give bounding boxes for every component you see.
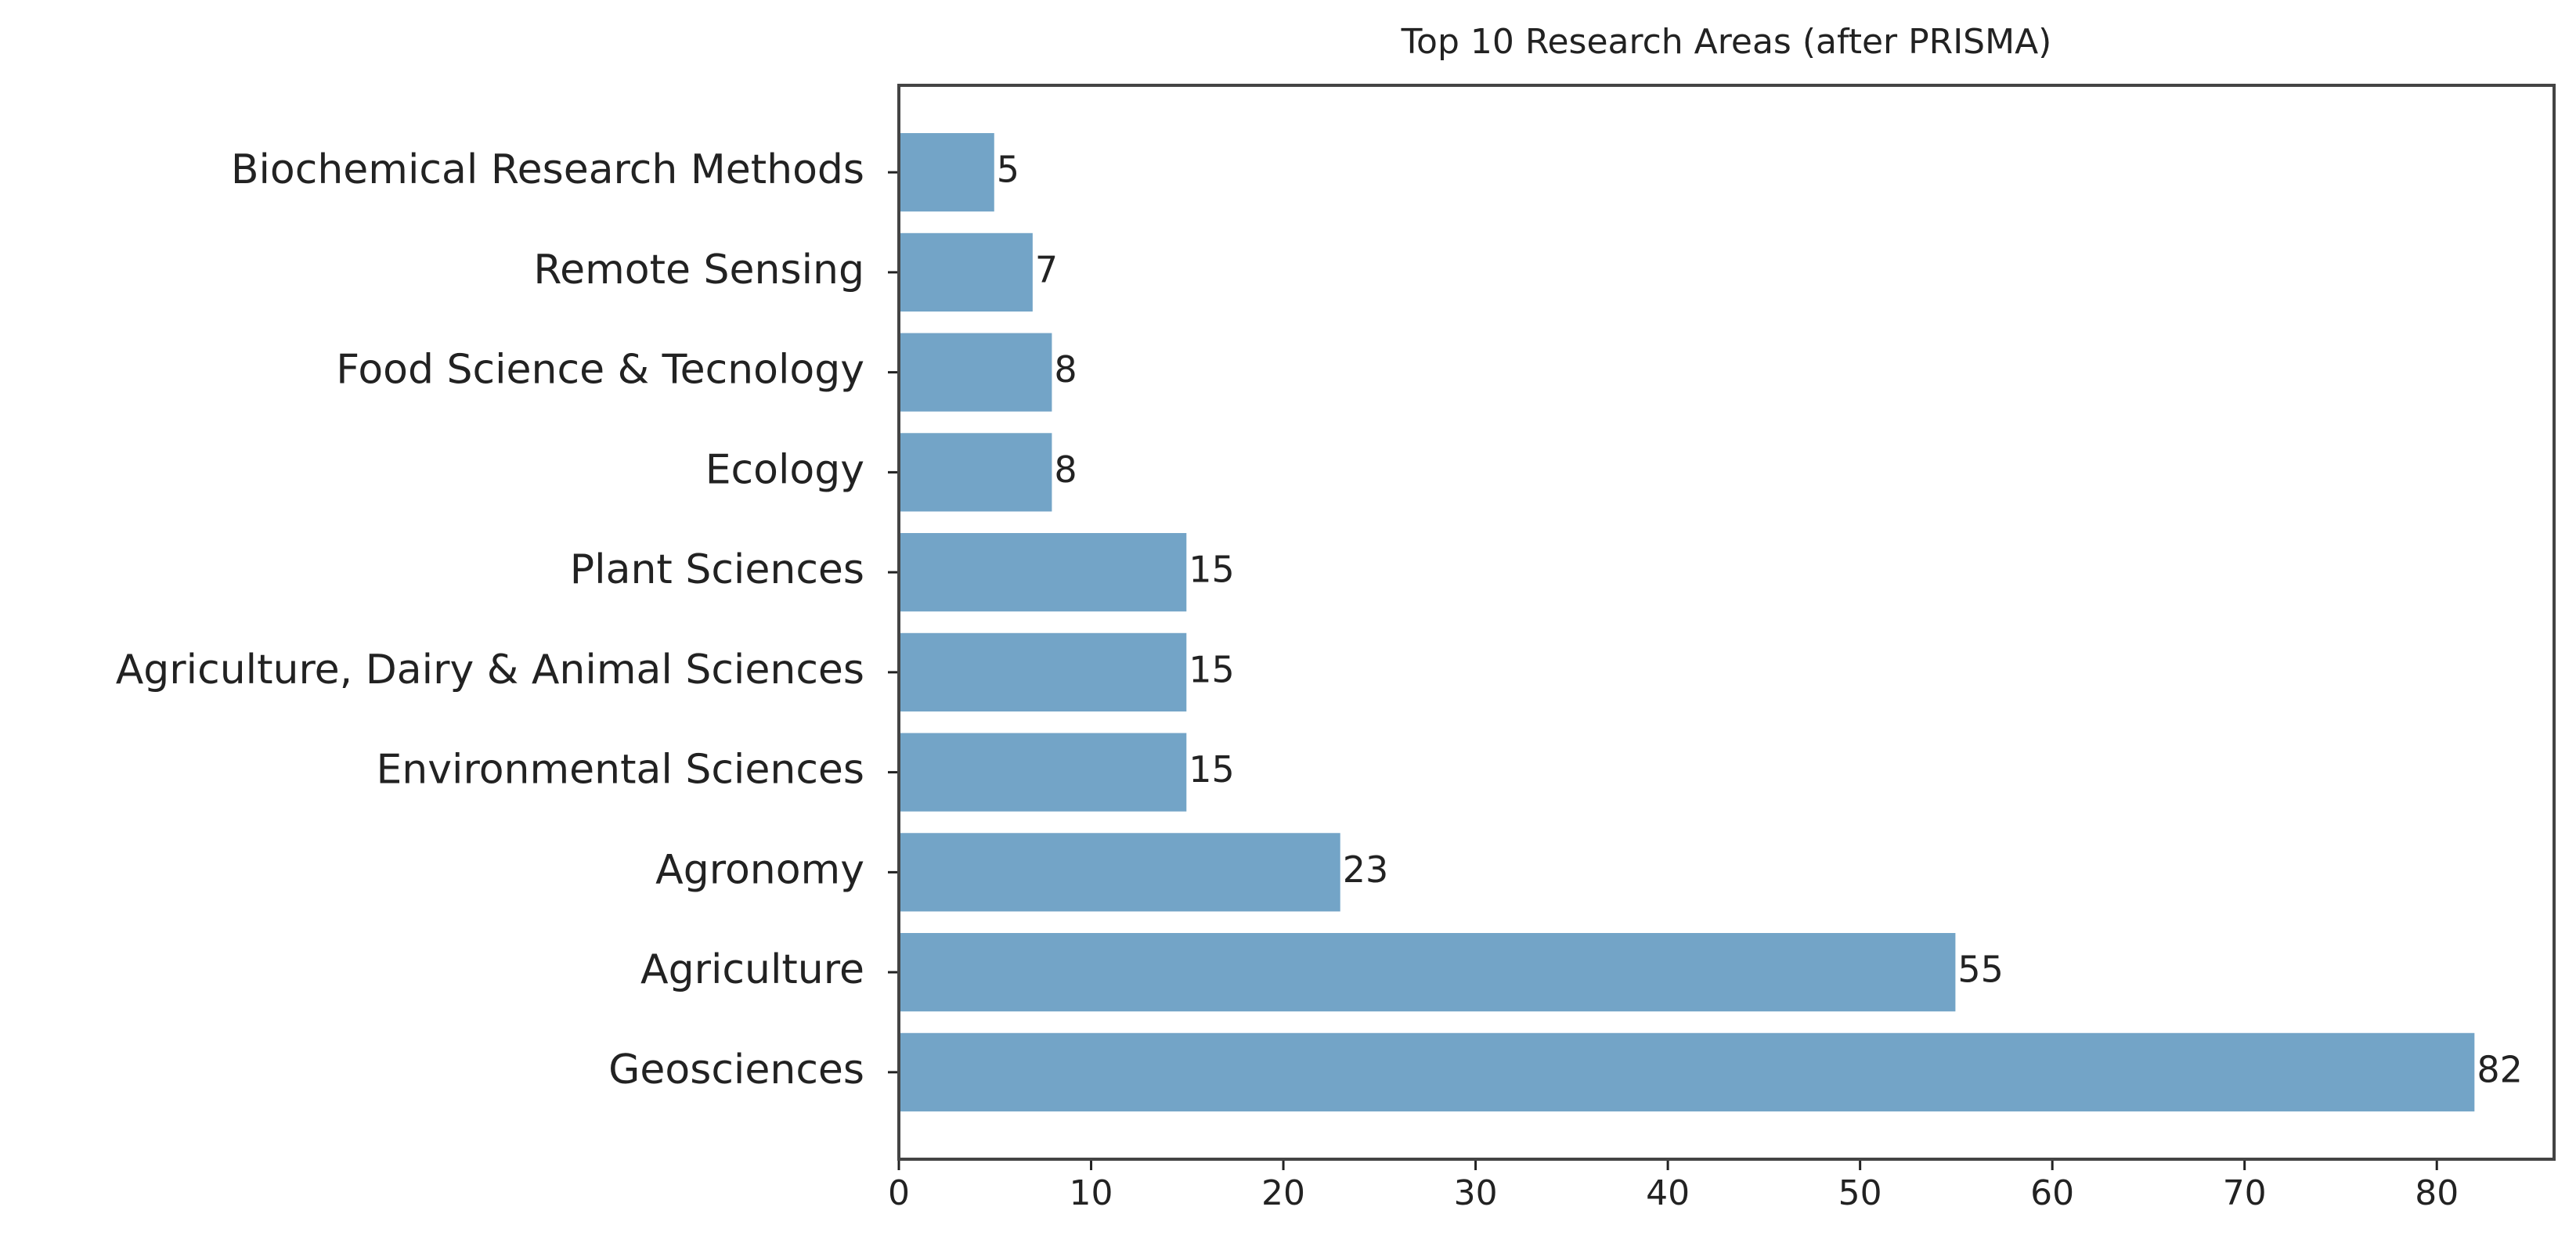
x-tick-label: 20 [1261, 1173, 1305, 1213]
y-tick-label: Agriculture, Dairy & Animal Sciences [116, 647, 864, 693]
y-tick-label: Food Science & Tecnology [336, 347, 864, 394]
bar [898, 1031, 2477, 1113]
x-tick-label: 0 [888, 1173, 910, 1213]
bar [898, 331, 1054, 413]
value-label: 15 [1189, 549, 1235, 591]
y-tick-label: Plant Sciences [570, 546, 864, 593]
value-label: 7 [1035, 248, 1058, 290]
y-tick-label: Ecology [705, 446, 864, 493]
value-label: 15 [1189, 648, 1235, 690]
x-tick-label: 40 [1646, 1173, 1690, 1213]
y-tick-label: Remote Sensing [533, 247, 864, 294]
chart-title: Top 10 Research Areas (after PRISMA) [1401, 22, 2052, 62]
bar [898, 931, 1957, 1014]
y-tick-label: Agronomy [655, 846, 864, 893]
y-tick-label: Agriculture [640, 946, 864, 993]
bar [898, 231, 1034, 313]
x-tick-label: 80 [2415, 1173, 2459, 1213]
bar [898, 831, 1342, 913]
value-label: 15 [1189, 748, 1235, 791]
x-tick-label: 60 [2030, 1173, 2074, 1213]
plot-frame [897, 84, 2556, 1161]
x-tick-label: 10 [1070, 1173, 1113, 1213]
value-label: 8 [1054, 448, 1077, 491]
x-tick-label: 50 [1838, 1173, 1882, 1213]
value-label: 5 [997, 149, 1019, 191]
value-label: 55 [1957, 949, 2004, 991]
x-tick-label: 70 [2223, 1173, 2267, 1213]
value-label: 23 [1343, 848, 1389, 891]
bar [898, 131, 996, 214]
y-tick-label: Geosciences [608, 1046, 864, 1093]
y-tick-label: Environmental Sciences [376, 747, 864, 794]
value-label: 82 [2477, 1048, 2523, 1090]
bar [898, 431, 1054, 513]
y-tick-label: Biochemical Research Methods [231, 146, 864, 193]
bar [898, 531, 1189, 614]
value-label: 8 [1054, 348, 1077, 391]
x-tick-label: 30 [1454, 1173, 1498, 1213]
bar [898, 731, 1189, 813]
bar [898, 631, 1189, 713]
